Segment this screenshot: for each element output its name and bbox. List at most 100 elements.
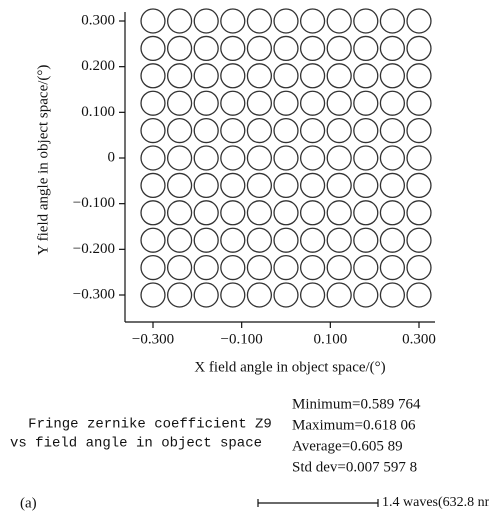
field-circle	[299, 227, 326, 253]
field-circle	[246, 200, 273, 226]
y-axis-label: Y field angle in object space/(°)	[35, 65, 51, 256]
field-circle	[166, 254, 193, 281]
field-circle	[166, 200, 193, 226]
field-circle	[273, 90, 299, 116]
field-circle	[326, 117, 352, 144]
field-circle	[326, 282, 352, 308]
field-circle	[379, 117, 406, 144]
field-circle	[379, 35, 406, 62]
field-circle	[406, 90, 432, 116]
field-circle	[299, 117, 326, 144]
field-circle	[140, 8, 166, 34]
field-circle	[193, 117, 219, 144]
field-circle	[220, 254, 246, 281]
field-circle	[220, 145, 246, 171]
field-circle	[193, 200, 219, 226]
field-circle	[299, 282, 326, 308]
field-circle	[406, 254, 432, 281]
field-circle	[379, 282, 406, 308]
field-circle	[193, 145, 219, 171]
y-tick-label: 0.100	[81, 104, 115, 120]
field-circle	[273, 145, 299, 171]
field-circle	[166, 227, 193, 253]
y-tick-label: −0.300	[73, 286, 115, 302]
field-circle	[353, 227, 379, 253]
field-circle	[166, 282, 193, 308]
field-circle	[406, 200, 432, 226]
field-circle	[166, 117, 193, 144]
field-circle	[273, 254, 299, 281]
field-circle	[273, 172, 299, 199]
x-tick-label: 0.100	[313, 331, 347, 347]
field-circle	[140, 227, 166, 253]
field-circle	[353, 172, 379, 199]
y-tick-label: 0.300	[81, 12, 115, 28]
field-circle	[140, 254, 166, 281]
field-circle	[326, 227, 352, 253]
field-circle	[193, 254, 219, 281]
x-tick-label: 0.300	[402, 331, 436, 347]
field-circle	[246, 90, 273, 116]
field-circle	[326, 63, 352, 89]
field-circle	[273, 35, 299, 62]
field-circle	[379, 90, 406, 116]
field-circle	[220, 117, 246, 144]
field-circle	[406, 117, 432, 144]
field-circle	[140, 200, 166, 226]
field-circle	[353, 200, 379, 226]
field-circle	[220, 172, 246, 199]
field-circle	[299, 200, 326, 226]
field-circle	[246, 172, 273, 199]
field-circle	[246, 145, 273, 171]
field-circle	[220, 90, 246, 116]
field-circle	[246, 282, 273, 308]
field-circle	[379, 8, 406, 34]
panel-label: (a)	[20, 495, 37, 511]
field-circle	[273, 227, 299, 253]
field-circle	[326, 90, 352, 116]
field-circle	[166, 172, 193, 199]
field-circle	[353, 63, 379, 89]
stat: Minimum=0.589 764	[292, 396, 421, 412]
field-circle	[326, 172, 352, 199]
field-circle	[379, 145, 406, 171]
field-circle	[220, 227, 246, 253]
field-circle	[140, 63, 166, 89]
field-circle	[379, 63, 406, 89]
field-circle	[140, 145, 166, 171]
field-circle	[140, 172, 166, 199]
field-circle	[193, 227, 219, 253]
field-circle	[406, 145, 432, 171]
y-tick-label: 0	[108, 149, 116, 165]
field-circle	[379, 227, 406, 253]
field-circle	[353, 90, 379, 116]
field-circle	[273, 63, 299, 89]
stat: Maximum=0.618 06	[292, 417, 416, 433]
field-circle	[166, 63, 193, 89]
field-circle	[166, 35, 193, 62]
field-circle	[246, 63, 273, 89]
field-circle	[299, 35, 326, 62]
field-circle	[220, 282, 246, 308]
field-circle	[140, 282, 166, 308]
field-circle	[140, 90, 166, 116]
field-circle	[193, 35, 219, 62]
field-circle	[379, 200, 406, 226]
field-circle	[353, 35, 379, 62]
field-circle	[220, 63, 246, 89]
field-circle	[246, 227, 273, 253]
field-circle	[406, 227, 432, 253]
scale-label: 1.4 waves(632.8 nm)	[382, 495, 489, 510]
field-circle	[299, 254, 326, 281]
field-circle	[220, 8, 246, 34]
field-circle	[273, 117, 299, 144]
field-circle	[140, 35, 166, 62]
x-tick-label: −0.100	[221, 331, 263, 347]
field-circle	[379, 172, 406, 199]
y-tick-label: −0.200	[73, 241, 115, 257]
field-circle	[326, 200, 352, 226]
field-circle	[353, 8, 379, 34]
field-circle	[166, 145, 193, 171]
field-circle	[299, 8, 326, 34]
